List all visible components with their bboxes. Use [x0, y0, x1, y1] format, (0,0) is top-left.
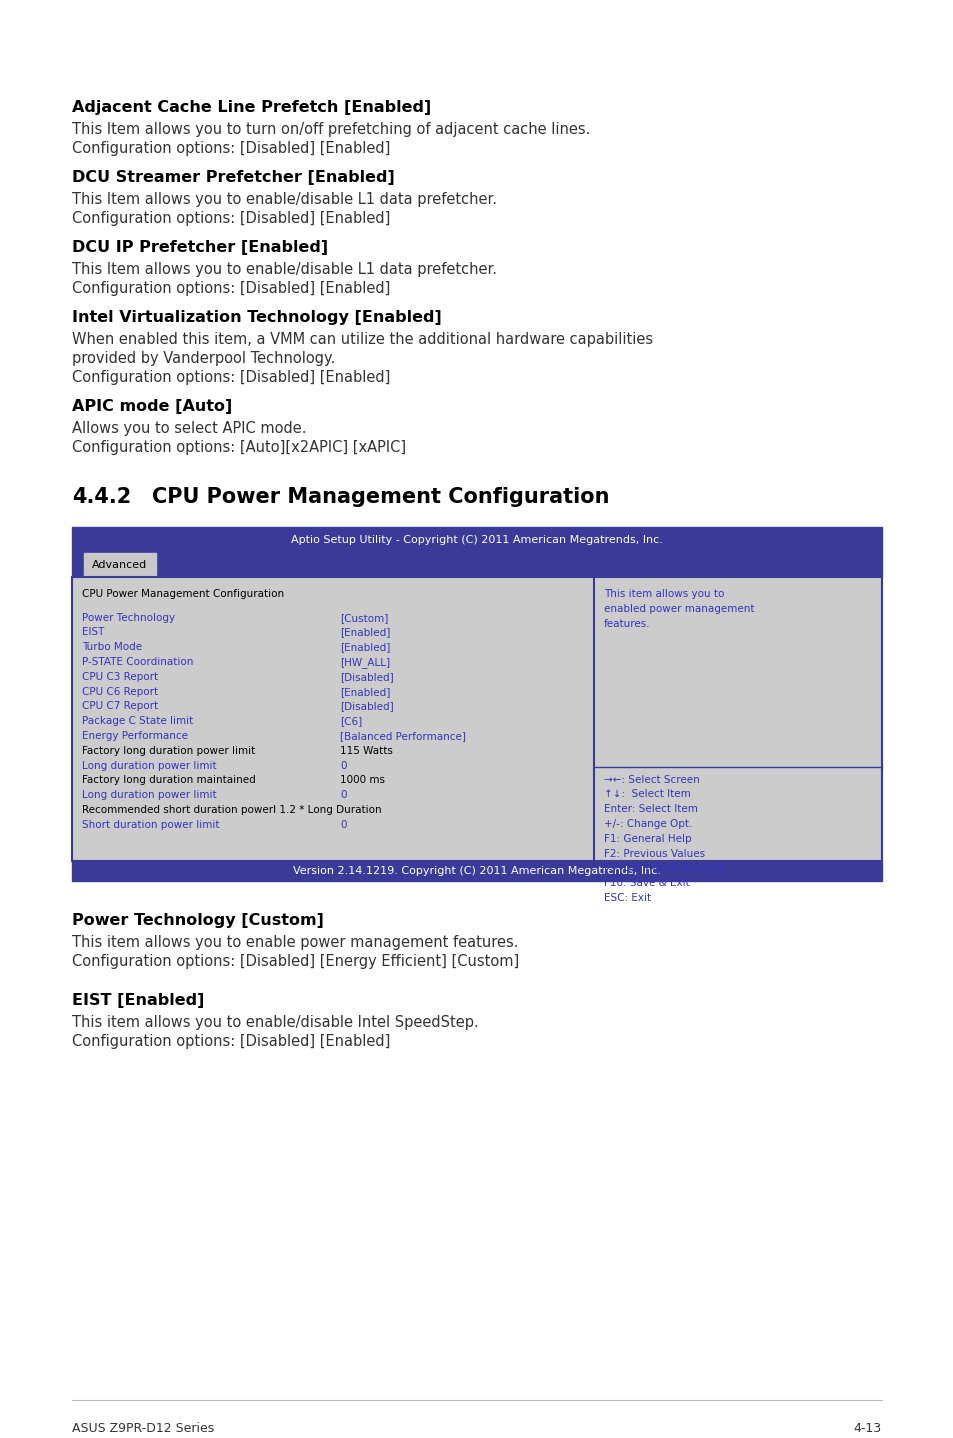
Text: Advanced: Advanced — [92, 559, 148, 569]
Text: EIST: EIST — [82, 627, 104, 637]
Text: Configuration options: [Disabled] [Enabled]: Configuration options: [Disabled] [Enabl… — [71, 280, 390, 296]
Text: Turbo Mode: Turbo Mode — [82, 643, 142, 653]
Text: ESC: Exit: ESC: Exit — [603, 893, 651, 903]
Text: ASUS Z9PR-D12 Series: ASUS Z9PR-D12 Series — [71, 1422, 214, 1435]
Text: DCU Streamer Prefetcher [Enabled]: DCU Streamer Prefetcher [Enabled] — [71, 170, 395, 186]
Text: Allows you to select APIC mode.: Allows you to select APIC mode. — [71, 421, 306, 436]
Text: enabled power management: enabled power management — [603, 604, 754, 614]
Text: 0: 0 — [339, 820, 346, 830]
Text: features.: features. — [603, 618, 650, 628]
Text: CPU C3 Report: CPU C3 Report — [82, 672, 158, 682]
Text: This Item allows you to enable/disable L1 data prefetcher.: This Item allows you to enable/disable L… — [71, 193, 497, 207]
Text: Configuration options: [Disabled] [Enabled]: Configuration options: [Disabled] [Enabl… — [71, 1034, 390, 1048]
Text: CPU Power Management Configuration: CPU Power Management Configuration — [82, 590, 284, 600]
Text: Energy Performance: Energy Performance — [82, 731, 188, 741]
Bar — [71, 577, 882, 860]
Text: Factory long duration power limit: Factory long duration power limit — [82, 746, 255, 756]
Text: Enter: Select Item: Enter: Select Item — [603, 804, 698, 814]
Text: Intel Virtualization Technology [Enabled]: Intel Virtualization Technology [Enabled… — [71, 311, 441, 325]
Text: This item allows you to enable power management features.: This item allows you to enable power man… — [71, 935, 518, 949]
Text: F5: Optimized Defaults: F5: Optimized Defaults — [603, 863, 723, 873]
Text: Long duration power limit: Long duration power limit — [82, 761, 216, 771]
Bar — [71, 554, 882, 577]
Bar — [84, 554, 156, 577]
Text: Configuration options: [Auto][x2APIC] [xAPIC]: Configuration options: [Auto][x2APIC] [x… — [71, 440, 406, 454]
Text: Configuration options: [Disabled] [Enabled]: Configuration options: [Disabled] [Enabl… — [71, 141, 390, 155]
Text: [Enabled]: [Enabled] — [339, 627, 390, 637]
Text: Adjacent Cache Line Prefetch [Enabled]: Adjacent Cache Line Prefetch [Enabled] — [71, 101, 431, 115]
Text: +/-: Change Opt.: +/-: Change Opt. — [603, 820, 692, 828]
Text: CPU Power Management Configuration: CPU Power Management Configuration — [152, 487, 609, 508]
Text: 1000 ms: 1000 ms — [339, 775, 385, 785]
Text: Configuration options: [Disabled] [Energy Efficient] [Custom]: Configuration options: [Disabled] [Energ… — [71, 953, 518, 969]
Text: APIC mode [Auto]: APIC mode [Auto] — [71, 398, 232, 414]
Text: [Balanced Performance]: [Balanced Performance] — [339, 731, 465, 741]
Text: [Disabled]: [Disabled] — [339, 702, 394, 712]
Text: P-STATE Coordination: P-STATE Coordination — [82, 657, 193, 667]
Text: [Custom]: [Custom] — [339, 613, 388, 623]
Text: This Item allows you to enable/disable L1 data prefetcher.: This Item allows you to enable/disable L… — [71, 262, 497, 278]
Text: 4.4.2: 4.4.2 — [71, 487, 132, 508]
Text: 4-13: 4-13 — [853, 1422, 882, 1435]
Text: CPU C7 Report: CPU C7 Report — [82, 702, 158, 712]
Bar — [71, 860, 882, 880]
Text: Long duration power limit: Long duration power limit — [82, 791, 216, 801]
Text: CPU C6 Report: CPU C6 Report — [82, 687, 158, 696]
Text: DCU IP Prefetcher [Enabled]: DCU IP Prefetcher [Enabled] — [71, 240, 328, 255]
Text: 115 Watts: 115 Watts — [339, 746, 393, 756]
Text: Configuration options: [Disabled] [Enabled]: Configuration options: [Disabled] [Enabl… — [71, 370, 390, 385]
Text: Short duration power limit: Short duration power limit — [82, 820, 219, 830]
Text: Power Technology [Custom]: Power Technology [Custom] — [71, 913, 323, 928]
Text: F1: General Help: F1: General Help — [603, 834, 691, 844]
Text: [Enabled]: [Enabled] — [339, 643, 390, 653]
Text: Package C State limit: Package C State limit — [82, 716, 193, 726]
Text: [Enabled]: [Enabled] — [339, 687, 390, 696]
Text: Aptio Setup Utility - Copyright (C) 2011 American Megatrends, Inc.: Aptio Setup Utility - Copyright (C) 2011… — [291, 535, 662, 545]
Text: [C6]: [C6] — [339, 716, 362, 726]
Text: ↑↓:  Select Item: ↑↓: Select Item — [603, 789, 690, 800]
Text: →←: Select Screen: →←: Select Screen — [603, 775, 699, 785]
Text: Version 2.14.1219. Copyright (C) 2011 American Megatrends, Inc.: Version 2.14.1219. Copyright (C) 2011 Am… — [293, 866, 660, 876]
Text: provided by Vanderpool Technology.: provided by Vanderpool Technology. — [71, 351, 335, 367]
Text: When enabled this item, a VMM can utilize the additional hardware capabilities: When enabled this item, a VMM can utiliz… — [71, 332, 653, 347]
Text: This item allows you to: This item allows you to — [603, 590, 723, 600]
Text: [HW_ALL]: [HW_ALL] — [339, 657, 390, 669]
Text: Configuration options: [Disabled] [Enabled]: Configuration options: [Disabled] [Enabl… — [71, 211, 390, 226]
Text: Recommended short duration powerl 1.2 * Long Duration: Recommended short duration powerl 1.2 * … — [82, 805, 381, 815]
Bar — [71, 526, 882, 554]
Text: Power Technology: Power Technology — [82, 613, 175, 623]
Text: [Disabled]: [Disabled] — [339, 672, 394, 682]
Text: F2: Previous Values: F2: Previous Values — [603, 848, 704, 858]
Text: This Item allows you to turn on/off prefetching of adjacent cache lines.: This Item allows you to turn on/off pref… — [71, 122, 590, 137]
Text: 0: 0 — [339, 791, 346, 801]
Text: Factory long duration maintained: Factory long duration maintained — [82, 775, 255, 785]
Text: 0: 0 — [339, 761, 346, 771]
Bar — [71, 577, 882, 860]
Text: EIST [Enabled]: EIST [Enabled] — [71, 992, 204, 1008]
Text: This item allows you to enable/disable Intel SpeedStep.: This item allows you to enable/disable I… — [71, 1015, 478, 1030]
Text: F10: Save & Exit: F10: Save & Exit — [603, 879, 689, 889]
